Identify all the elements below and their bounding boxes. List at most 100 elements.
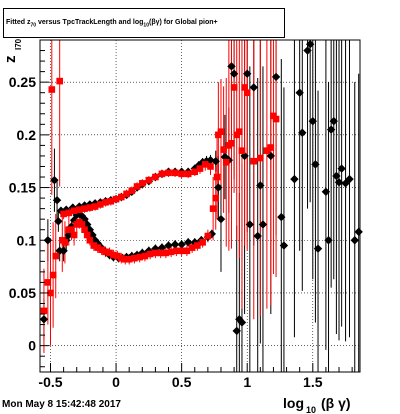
data-point-square [238,147,246,154]
data-point-square [152,249,159,257]
data-point-square [267,144,275,151]
data-point-diamond [170,240,180,249]
data-point-diamond [279,241,289,250]
data-point-square [70,207,78,215]
data-point-diamond [256,181,265,190]
data-point-diamond [321,187,331,196]
title-pre: Fitted z [6,19,31,26]
x-axis-title: log 10 (β γ) [283,395,351,414]
y-tick-label: 0.15 [9,180,36,196]
data-point-diamond [229,69,239,78]
data-point-diamond [237,318,247,327]
data-point-square [110,251,117,259]
data-point-square [83,231,91,239]
data-point-diamond [216,214,226,224]
data-point-square [102,248,109,256]
data-point-square [165,169,172,177]
data-point-diamond [59,246,68,255]
data-point-square [94,244,102,251]
data-point-square [118,193,125,201]
data-point-square [76,206,83,213]
data-point-diamond [290,174,299,184]
data-point-square [257,154,264,162]
data-point-square [250,157,258,165]
data-point-square [48,86,56,93]
svg-text:z: z [2,56,19,64]
data-point-diamond [39,315,49,324]
x-tick-label: 0.5 [172,374,192,390]
data-point-square [65,209,73,217]
data-point-square [102,199,109,206]
data-point-diamond [354,227,363,237]
data-point-diamond [243,69,252,78]
data-point-square [78,221,86,228]
data-point-diamond [164,241,173,250]
data-point-square [213,173,221,181]
data-point-square [49,271,57,279]
data-point-square [236,128,243,135]
data-point-diamond [350,236,359,245]
data-point-diamond [88,230,97,240]
svg-text:log: log [283,395,304,411]
data-point-square [230,84,238,91]
data-point-square [136,253,143,261]
data-point-diamond [245,220,255,229]
data-point-square [194,242,201,249]
data-point-square [207,163,214,170]
data-point-square [209,205,217,212]
data-point-square [145,176,153,184]
data-point-diamond [258,220,268,229]
data-point-square [107,197,115,205]
data-point-square [56,77,63,85]
data-point-square [106,249,113,257]
data-point-square [97,201,104,208]
x-tick-label: -0.5 [38,374,62,390]
plot-border [39,39,361,373]
data-point-square [86,236,94,244]
data-point-square [212,194,220,202]
data-point-square [204,232,212,240]
data-point-square [243,89,251,96]
data-point-square [121,255,129,263]
data-point-square [133,183,141,190]
data-point-diamond [50,175,59,185]
data-point-square [196,165,204,172]
data-point-square [263,147,271,154]
data-point-square [81,226,88,234]
data-point-square [157,249,164,257]
data-point-diamond [345,174,354,184]
data-point-square [131,254,138,262]
data-point-square [178,247,185,255]
data-point-square [158,170,166,178]
data-point-diamond [220,152,230,162]
y-tick-label: 0.25 [9,74,36,90]
y-tick-label: 0.1 [17,232,37,248]
title-sub2: 10 [143,22,149,29]
data-point-square [98,246,105,254]
data-point-diamond [329,116,338,126]
data-point-square [201,161,209,168]
data-markers [39,40,363,336]
data-point-diamond [337,164,346,173]
data-point-square [191,168,199,176]
data-point-diamond [295,88,304,97]
data-point-diamond [298,128,307,137]
data-point-square [118,254,125,262]
data-point-diamond [253,231,262,241]
axis-ticks: -0.5 0 0.5 1 1.5 0 0.05 0.1 0.15 0.2 0.25 [9,50,353,390]
data-point-square [86,204,94,211]
data-point-square [114,252,121,260]
data-point-square [125,255,133,263]
data-point-square [68,226,75,234]
data-point-diamond [277,212,286,222]
y-tick-label: 0.2 [17,127,37,143]
data-point-square [52,252,60,260]
data-point-diamond [232,326,241,336]
data-point-square [61,239,69,246]
data-point-square [183,247,191,255]
title-post: (βγ) for Global pion+ [148,19,218,26]
data-point-diamond [227,62,236,71]
data-point-square [188,244,196,251]
data-point-diamond [305,40,315,49]
